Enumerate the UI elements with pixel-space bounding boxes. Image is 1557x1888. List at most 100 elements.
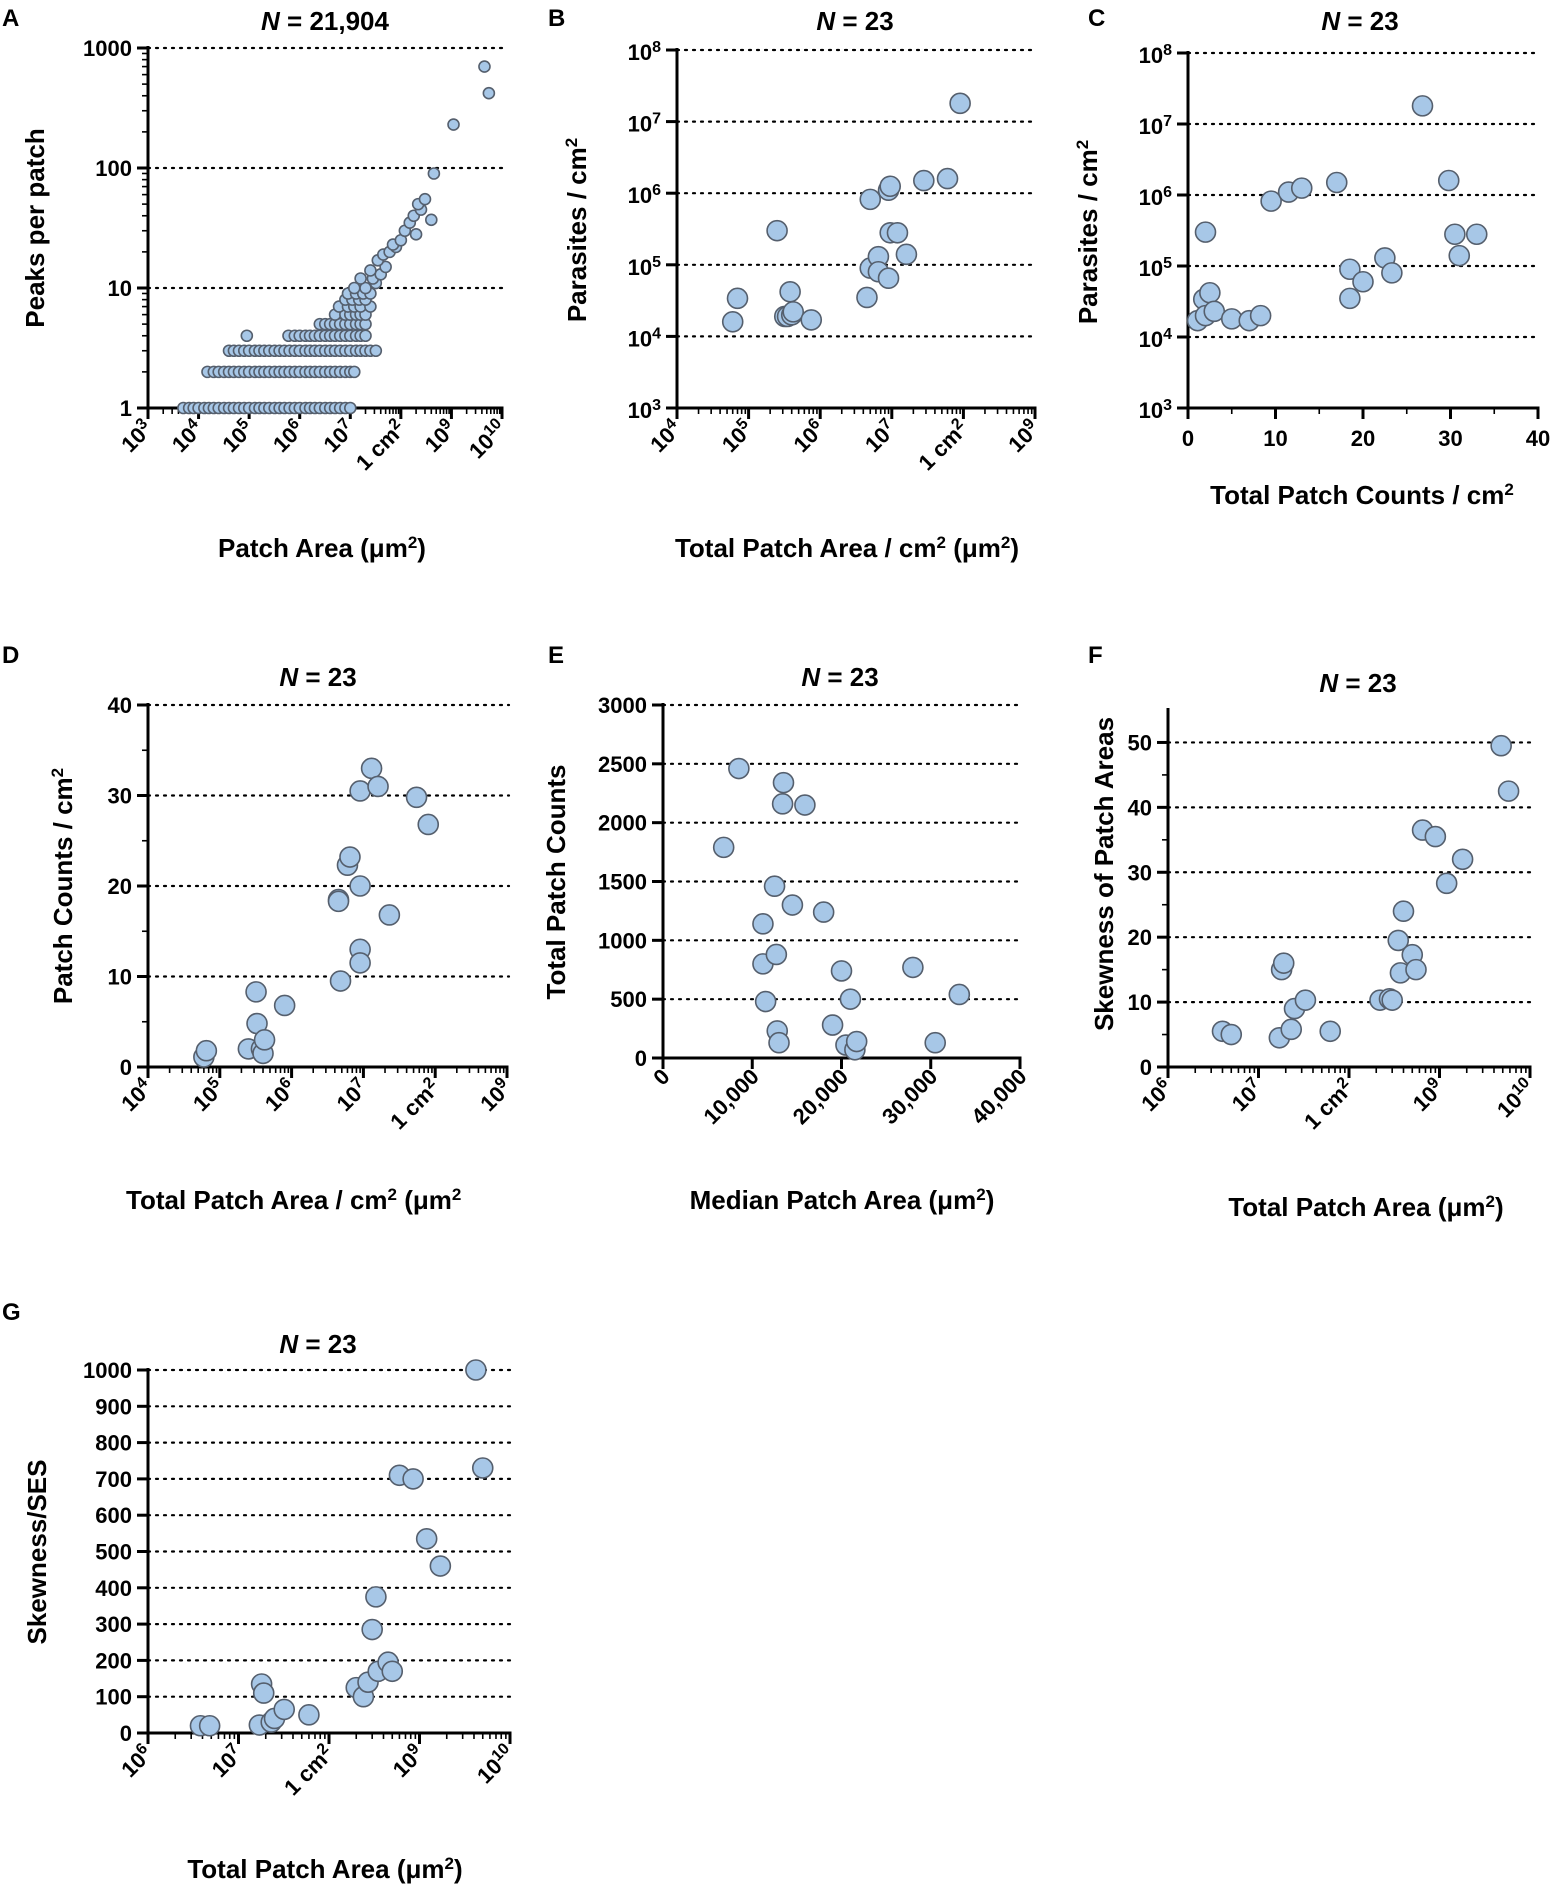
panel-c-y-tick-label: 106 bbox=[1139, 184, 1172, 211]
panel-b: B N = 23 Parasites / cm2 Total Patch Are… bbox=[548, 5, 1044, 564]
panel-c-y-tick-label: 105 bbox=[1139, 255, 1172, 282]
panel-d-point bbox=[349, 780, 371, 802]
panel-a-y-tick-label: 10 bbox=[108, 276, 132, 301]
panel-e-x-tick-label: 40,000 bbox=[966, 1064, 1031, 1129]
panel-g-point bbox=[198, 1714, 221, 1737]
panel-d-ylabel: Patch Counts / cm2 bbox=[48, 768, 79, 1004]
panel-b-x-tick-label: 104 bbox=[644, 415, 686, 457]
panel-e-point bbox=[752, 913, 774, 935]
panel-g-y-tick-label: 100 bbox=[95, 1685, 132, 1710]
panel-g-x-tick-label: 1010 bbox=[471, 1740, 520, 1789]
panel-a-y-tick-label: 100 bbox=[95, 156, 132, 181]
panel-g-point bbox=[381, 1660, 404, 1683]
panel-a-label: A bbox=[2, 5, 19, 32]
panel-f-x-tick-label: 107 bbox=[1226, 1074, 1268, 1116]
panel-c-x-tick-label: 10 bbox=[1263, 426, 1287, 451]
panel-c-point bbox=[1260, 190, 1282, 212]
panel-b-x-tick-label: 109 bbox=[1002, 415, 1044, 457]
panel-g-point bbox=[252, 1682, 275, 1704]
panel-c-point bbox=[1290, 177, 1313, 199]
panel-a-point bbox=[482, 86, 496, 100]
panel-d-point bbox=[245, 981, 267, 1003]
panel-g: G N = 23 Skewness/SES Total Patch Area (… bbox=[2, 1299, 520, 1884]
panel-b-x-tick-label: 107 bbox=[859, 415, 901, 457]
panel-d-x-tick-label: 109 bbox=[474, 1074, 516, 1116]
panel-c-point bbox=[1249, 304, 1272, 327]
panel-g-y-tick-label: 500 bbox=[95, 1540, 132, 1565]
panel-e-y-tick-label: 3000 bbox=[598, 693, 647, 718]
panel-e-x-tick-label: 0 bbox=[648, 1064, 674, 1090]
panel-b-point bbox=[766, 219, 788, 242]
panel-a-point bbox=[347, 365, 361, 379]
panel-f-point bbox=[1272, 952, 1295, 974]
panel-d-point bbox=[327, 890, 350, 913]
panel-e: E N = 23 Total Patch Counts Median Patch… bbox=[541, 642, 1032, 1215]
panel-a-point bbox=[354, 272, 367, 285]
panel-d-xlabel: Total Patch Area / cm2 (μm2 bbox=[126, 1185, 461, 1216]
panel-e-title: N = 23 bbox=[801, 662, 878, 692]
panel-g-x-tick-label: 109 bbox=[387, 1740, 429, 1782]
panel-d-point bbox=[273, 994, 296, 1017]
panel-a-point bbox=[359, 329, 372, 343]
panel-g-point bbox=[415, 1527, 438, 1550]
panel-e-y-tick-label: 0 bbox=[635, 1046, 647, 1071]
panel-e-point bbox=[771, 793, 794, 815]
panel-c-y-tick-label: 108 bbox=[1139, 42, 1172, 69]
panel-d-point bbox=[360, 757, 383, 780]
panel-e-point bbox=[924, 1031, 947, 1054]
panel-c-point bbox=[1325, 171, 1348, 194]
panel-a-x-tick-label: 1010 bbox=[463, 415, 512, 464]
panel-a-x-tick-label: 104 bbox=[166, 415, 208, 457]
panel-b-point bbox=[779, 280, 801, 303]
panel-b-point bbox=[721, 310, 744, 333]
panel-a-point bbox=[447, 118, 460, 131]
panel-g-y-tick-label: 600 bbox=[95, 1503, 132, 1528]
panel-b-xlabel: Total Patch Area / cm2 (μm2) bbox=[675, 533, 1019, 564]
panel-d-label: D bbox=[2, 642, 19, 669]
panel-d-point bbox=[405, 786, 428, 809]
panel-b-point bbox=[879, 175, 902, 198]
panel-g-point bbox=[471, 1457, 494, 1479]
panel-g-y-tick-label: 900 bbox=[95, 1394, 132, 1419]
panel-f-point bbox=[1387, 929, 1410, 952]
panel-e-y-tick-label: 1000 bbox=[598, 928, 647, 953]
panel-c-label: C bbox=[1088, 5, 1105, 32]
panel-g-y-tick-label: 0 bbox=[120, 1721, 132, 1746]
panel-a-ylabel: Peaks per patch bbox=[20, 128, 50, 327]
panel-c-y-tick-label: 107 bbox=[1139, 113, 1172, 140]
panel-e-point bbox=[754, 990, 777, 1013]
panel-g-x-tick-label: 106 bbox=[115, 1740, 157, 1782]
panel-e-point bbox=[902, 956, 924, 979]
panel-b-y-tick-label: 106 bbox=[628, 182, 661, 209]
panel-e-point bbox=[728, 757, 750, 780]
panel-g-point bbox=[429, 1555, 452, 1577]
panel-f-point bbox=[1381, 989, 1403, 1011]
panel-g-y-tick-label: 1000 bbox=[83, 1358, 132, 1383]
panel-e-x-tick-label: 10,000 bbox=[699, 1064, 764, 1129]
panel-c-x-tick-label: 40 bbox=[1526, 426, 1550, 451]
panel-a-x-tick-label: 107 bbox=[317, 415, 359, 457]
panel-f-x-tick-label: 109 bbox=[1407, 1074, 1449, 1116]
panel-b-point bbox=[726, 287, 749, 310]
panel-c-y-tick-label: 104 bbox=[1139, 326, 1172, 353]
panel-e-xlabel: Median Patch Area (μm2) bbox=[690, 1185, 995, 1216]
panel-d: D N = 23 Patch Counts / cm2 Total Patch … bbox=[2, 642, 516, 1216]
panel-e-y-tick-label: 2500 bbox=[598, 752, 647, 777]
panel-g-point bbox=[402, 1468, 424, 1490]
panel-f-point bbox=[1319, 1020, 1342, 1043]
panel-f: F N = 23 Skewness of Patch Areas Total P… bbox=[1088, 642, 1540, 1222]
panel-d-y-tick-label: 10 bbox=[108, 965, 132, 990]
panel-f-x-tick-label: 1010 bbox=[1491, 1074, 1540, 1123]
panel-e-y-tick-label: 2000 bbox=[598, 811, 647, 836]
panel-g-point bbox=[273, 1698, 296, 1721]
panel-a-point bbox=[478, 60, 491, 73]
panel-d-point bbox=[253, 1029, 276, 1051]
panel-d-x-tick-label: 1 cm2 bbox=[384, 1074, 445, 1135]
panel-a-x-tick-label: 109 bbox=[419, 415, 461, 457]
panel-a-point bbox=[427, 167, 441, 180]
panel-g-point bbox=[465, 1359, 487, 1381]
panel-a-point bbox=[369, 344, 383, 358]
panel-a: A N = 21,904 Peaks per patch Patch Area … bbox=[2, 5, 512, 563]
panel-c-point bbox=[1437, 169, 1460, 192]
panel-a-x-tick-label: 106 bbox=[267, 415, 309, 457]
